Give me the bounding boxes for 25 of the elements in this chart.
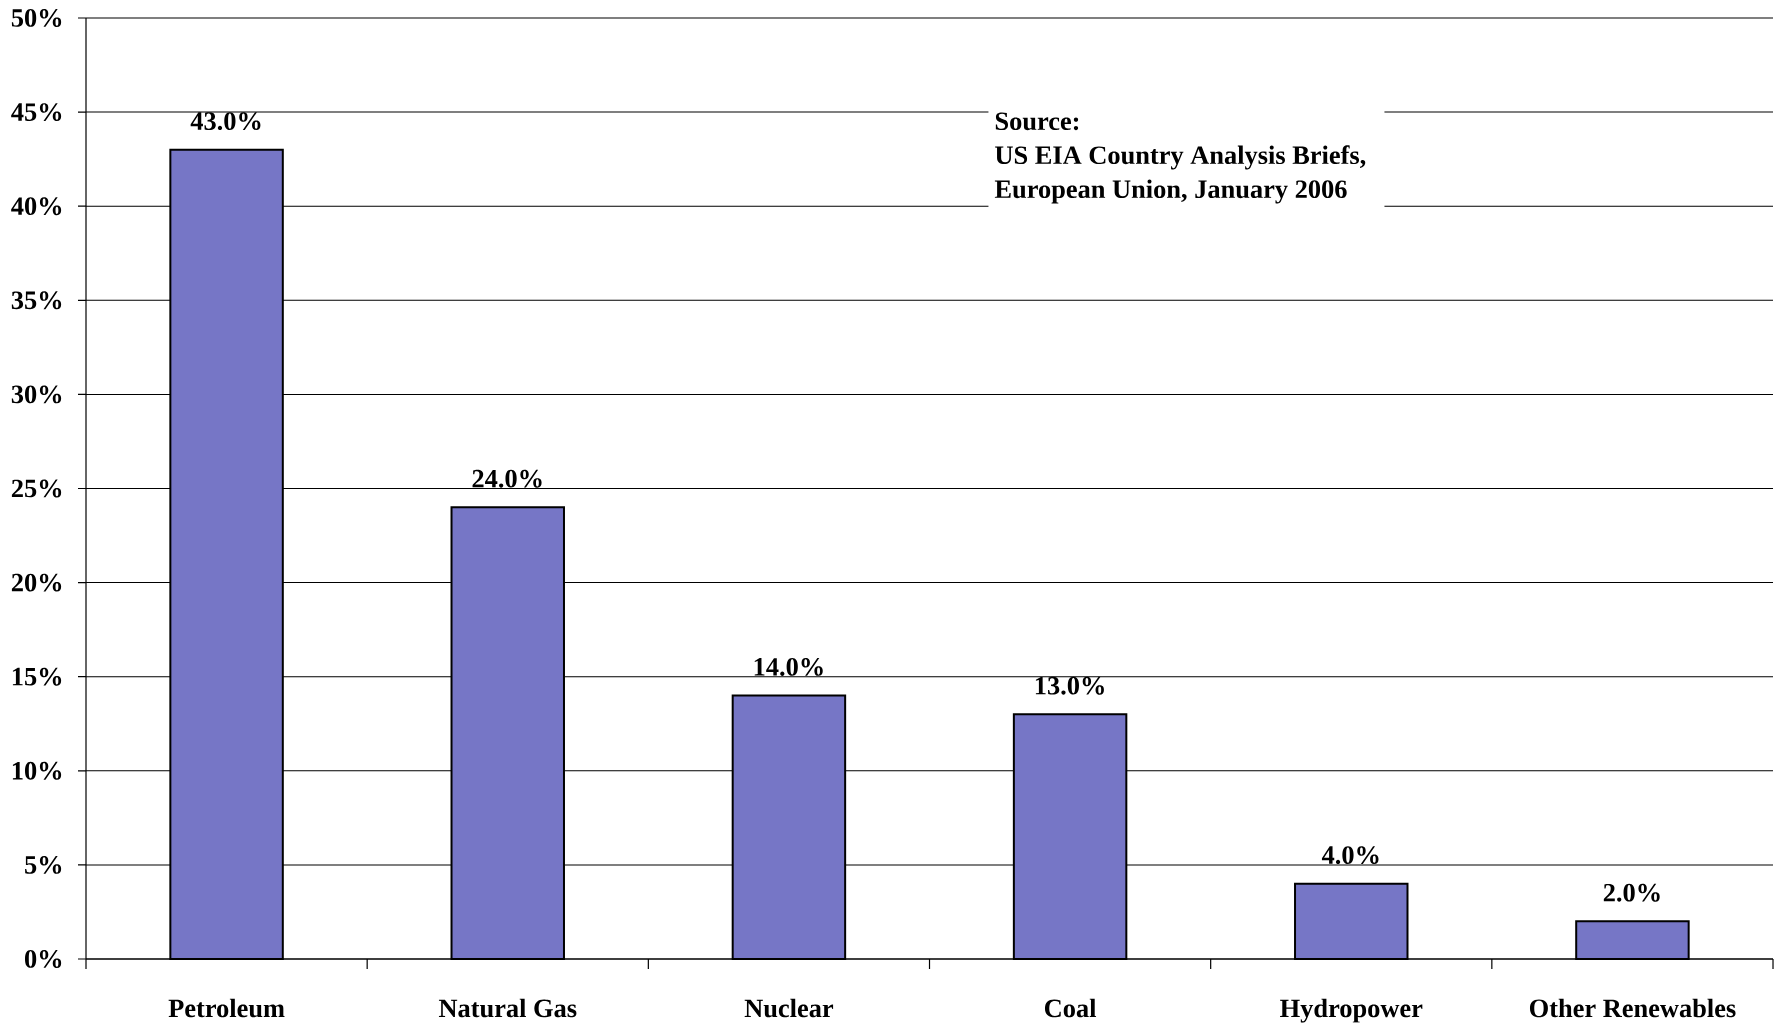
y-tick-label: 0% [25, 950, 62, 969]
annotation: Source: [995, 112, 1079, 131]
x-tick-label: Natural Gas [438, 998, 577, 1018]
data-label: 24.0% [472, 469, 542, 488]
x-tick-label: Other Renewables [1529, 998, 1736, 1018]
y-tick-label: 50% [11, 9, 62, 28]
data-label: 43.0% [190, 112, 261, 131]
y-tick-label: 25% [11, 479, 62, 498]
y-tick-label: 35% [11, 291, 62, 310]
y-tick-label: 40% [11, 197, 62, 216]
x-tick-label: Coal [1044, 998, 1097, 1018]
x-tick-label: Hydropower [1280, 998, 1423, 1023]
y-tick-label: 5% [25, 856, 62, 874]
x-tick-label: Nuclear [744, 998, 834, 1018]
y-tick-label: 10% [12, 761, 62, 780]
data-label: 13.0% [1035, 676, 1104, 695]
data-label: 14.0% [754, 658, 823, 677]
y-tick-label: 20% [11, 573, 62, 592]
annotation: US EIA Country Analysis Briefs, European Union, January 2006 [994, 145, 1366, 204]
data-label: 4.0% [1321, 846, 1379, 865]
x-tick-label: Petroleum [168, 998, 285, 1018]
y-tick-label: 30% [11, 385, 62, 404]
data-label: 2.0% [1603, 883, 1660, 902]
y-tick-label: 45% [11, 103, 62, 122]
y-tick-label: 15% [12, 667, 62, 686]
